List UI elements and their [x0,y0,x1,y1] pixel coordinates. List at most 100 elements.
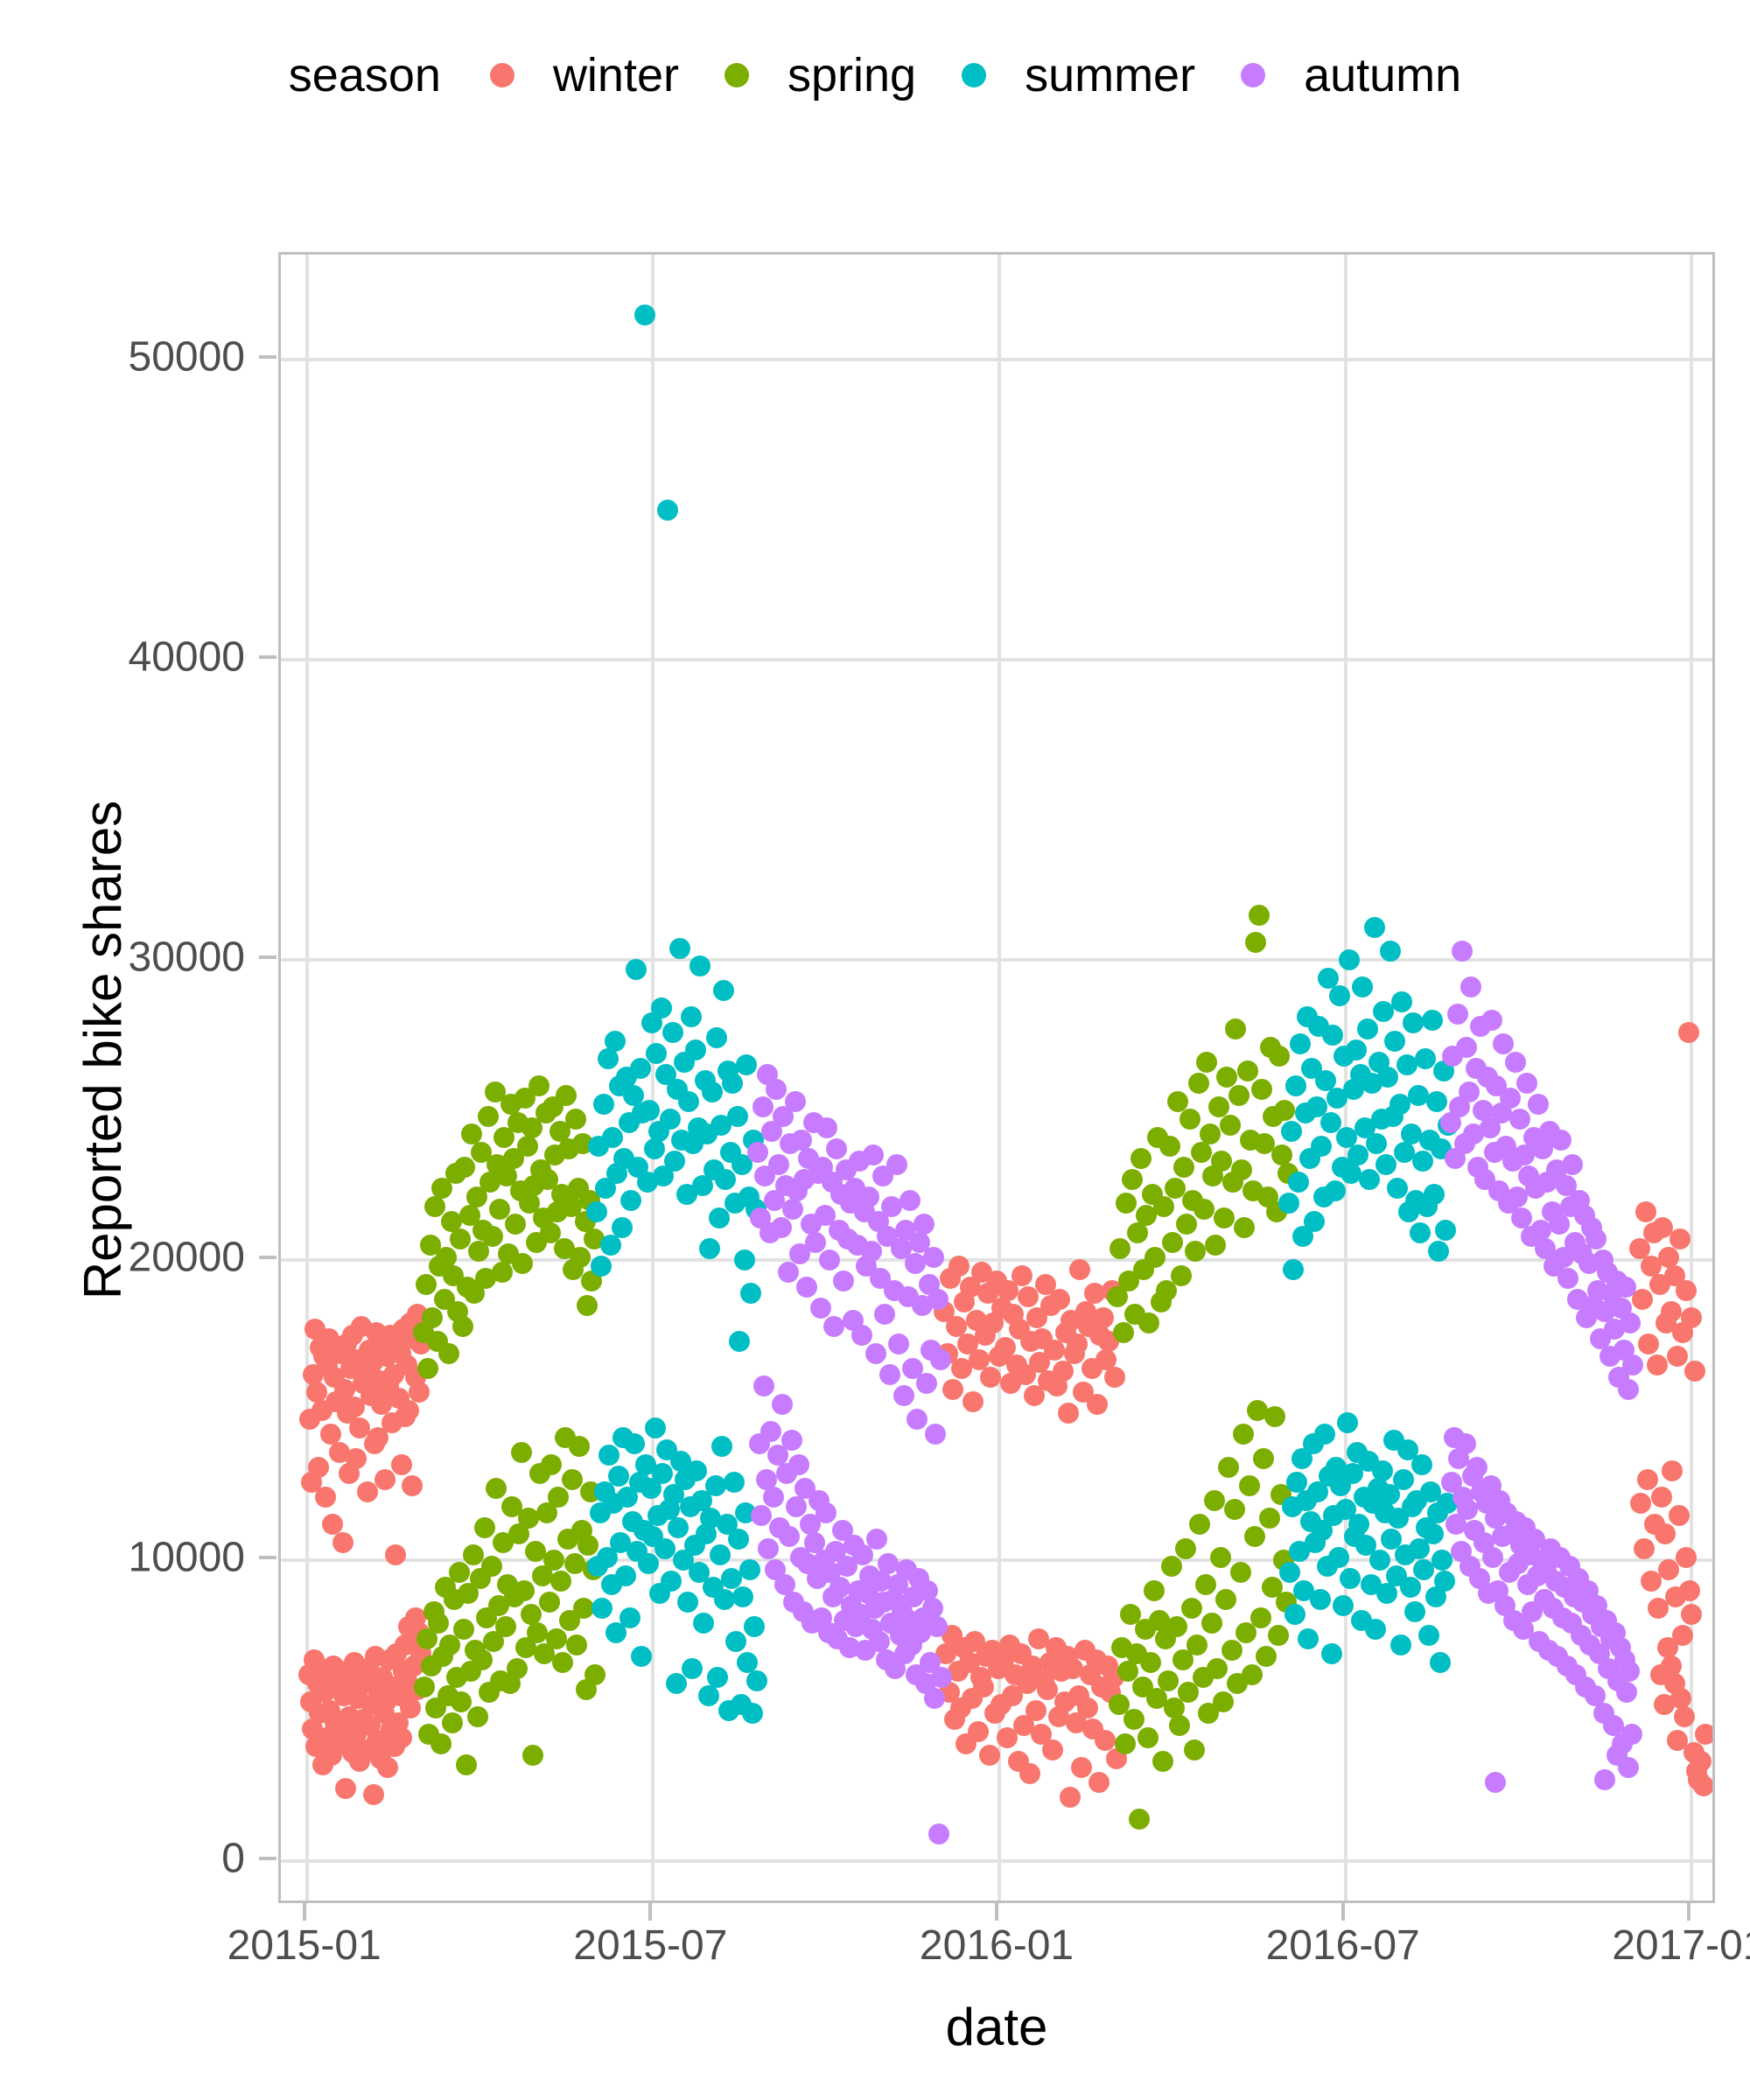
scatter-point-autumn [924,1688,946,1710]
scatter-point-spring [578,1535,599,1557]
y-tick-mark [259,1856,276,1860]
scatter-point-autumn [851,1325,873,1347]
scatter-point-winter [1103,1367,1125,1389]
legend-item-spring[interactable]: spring [724,48,916,102]
scatter-point-winter [1087,1394,1109,1416]
scatter-point-spring [494,1615,516,1637]
x-tick-label: 2016-07 [1265,1922,1420,1969]
scatter-point-summer [1356,1018,1378,1040]
scatter-point-autumn [1466,1457,1488,1479]
scatter-point-autumn [781,1199,803,1221]
scatter-point-summer [733,1250,755,1271]
scatter-point-winter [1681,1604,1703,1626]
scatter-point-spring [512,1252,534,1274]
scatter-point-spring [1210,1151,1232,1172]
scatter-point-winter [942,1378,964,1400]
scatter-point-autumn [1511,1208,1533,1229]
scatter-point-spring [1234,1216,1256,1238]
scatter-point-autumn [864,1342,886,1364]
scatter-point-winter [962,1390,984,1412]
y-tick-mark [259,1556,276,1560]
scatter-point-spring [573,1598,595,1620]
scatter-point-autumn [1585,1228,1606,1250]
scatter-point-autumn [928,1288,949,1310]
legend-item-autumn[interactable]: autumn [1241,48,1461,102]
scatter-point-summer [1392,1468,1414,1490]
y-tick-mark [259,355,276,360]
scatter-point-autumn [788,1453,809,1475]
scatter-point-autumn [809,1298,831,1320]
scatter-point-autumn [1550,1130,1572,1152]
legend-item-winter[interactable]: winter [489,48,679,102]
scatter-point-winter [1678,1021,1700,1043]
x-axis-title: date [945,1998,1048,2056]
scatter-point-autumn [1584,1684,1606,1706]
scatter-point-summer [644,1418,666,1439]
scatter-point-spring [1196,1051,1218,1073]
scatter-point-winter [1012,1264,1033,1286]
scatter-point-summer [599,1235,621,1256]
scatter-point-spring [1129,1808,1151,1830]
scatter-point-summer [1317,967,1339,989]
gridline-horizontal [281,958,1712,962]
scatter-point-spring [1158,1670,1180,1691]
scatter-point-spring [1130,1147,1152,1169]
gridlines [281,255,1712,1900]
scatter-point-autumn [747,1141,769,1163]
scatter-point-winter [1654,1522,1676,1544]
scatter-point-spring [562,1468,584,1490]
scatter-point-summer [1413,1558,1435,1580]
scatter-point-spring [542,1550,564,1572]
scatter-point-winter [1681,1306,1703,1328]
scatter-point-winter [332,1531,354,1553]
scatter-point-autumn [1460,976,1482,998]
scatter-point-autumn [1514,1144,1536,1166]
gridline-vertical [1690,255,1694,1900]
y-axis-title: Reported bike shares [73,800,132,1300]
scatter-point-autumn [1493,1033,1515,1055]
scatter-point-summer [607,1466,629,1488]
scatter-point-spring [1232,1424,1254,1446]
scatter-point-autumn [1454,1432,1476,1454]
scatter-point-autumn [1617,1757,1639,1779]
scatter-point-spring [1228,1084,1250,1106]
scatter-point-autumn [823,1315,845,1337]
scatter-point-summer [620,1189,642,1211]
scatter-point-summer [741,1703,763,1725]
scatter-point-summer [726,1105,748,1127]
scatter-point-summer [654,1537,676,1559]
scatter-point-summer [1320,1642,1342,1664]
legend-item-summer[interactable]: summer [962,48,1195,102]
scatter-point-winter [1042,1739,1064,1760]
scatter-point-winter [1641,1571,1662,1592]
scatter-point-autumn [752,1376,774,1397]
scatter-point-winter [1675,1547,1697,1568]
scatter-point-autumn [881,1195,903,1217]
scatter-point-summer [708,1208,730,1229]
scatter-point-spring [488,1199,510,1221]
scatter-point-autumn [1622,1354,1644,1376]
scatter-point-winter [1017,1285,1039,1307]
scatter-point-spring [1112,1321,1134,1343]
scatter-point-winter [1692,1774,1712,1796]
scatter-point-winter [363,1784,385,1806]
scatter-point-spring [452,1315,473,1337]
y-tick-label: 20000 [128,1234,245,1281]
scatter-point-winter [1656,1636,1678,1658]
scatter-point-autumn [1620,1312,1642,1334]
scatter-point-autumn [780,1430,802,1452]
gridline-horizontal [281,1258,1712,1263]
scatter-point-summer [1322,1025,1344,1046]
scatter-point-spring [1264,1405,1286,1427]
scatter-point-autumn [914,1214,935,1236]
scatter-point-spring [1179,1109,1200,1130]
scatter-point-winter [409,1382,430,1404]
scatter-point-spring [1203,1489,1225,1511]
scatter-point-spring [1185,1241,1207,1263]
scatter-point-spring [1199,1124,1221,1145]
x-tick-mark [302,1903,306,1921]
scatter-point-summer [1338,949,1360,971]
scatter-point-winter [398,1399,420,1421]
scatter-point-summer [1280,1120,1302,1142]
scatter-point-autumn [784,1090,806,1112]
